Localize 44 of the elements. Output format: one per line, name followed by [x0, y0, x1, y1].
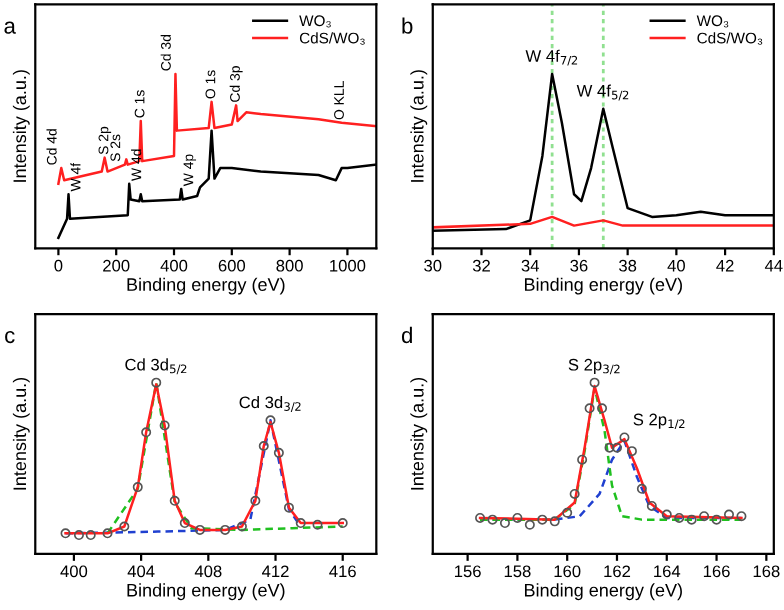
x-tick-label: 34	[521, 259, 539, 272]
x-tick-label: 164	[654, 565, 681, 578]
x-tick-label: 200	[103, 259, 130, 272]
x-tick-label: 168	[753, 565, 780, 578]
y-axis-title: Intensity (a.u.)	[410, 70, 428, 182]
x-tick-label: 44	[764, 259, 783, 272]
x-tick-label: 40	[667, 259, 685, 272]
annotation: Cd 3d$_{5/2}$	[125, 358, 187, 375]
chart-title: d	[401, 326, 412, 344]
x-tick-label: 166	[703, 565, 730, 578]
y-axis-title: Intensity (a.u.)	[410, 377, 428, 490]
x-tick-label: 800	[276, 259, 303, 272]
x-tick-label: 156	[454, 565, 481, 578]
annotation: Cd 3d$_{3/2}$	[239, 395, 301, 412]
x-axis-title: Binding energy (eV)	[524, 277, 682, 295]
x-tick-label: 412	[262, 565, 289, 578]
x-tick-label: 160	[554, 565, 581, 578]
chart-title: c	[5, 330, 15, 344]
annotation: W 4f$_{7/2}$	[525, 49, 578, 66]
x-tick-label: 36	[570, 259, 588, 272]
x-tick-label: 400	[160, 259, 188, 272]
chart-title: a	[4, 21, 16, 34]
annotation: S 2p$_{3/2}$	[568, 358, 620, 375]
x-axis-title: Binding energy (eV)	[524, 583, 682, 601]
x-tick-label: 408	[194, 565, 222, 578]
x-tick-label: 30	[424, 259, 442, 272]
x-tick-label: 42	[716, 259, 734, 272]
annotation: S 2p$_{1/2}$	[633, 413, 685, 430]
x-tick-label: 162	[604, 565, 631, 578]
x-tick-label: 158	[504, 565, 531, 578]
chart-title: b	[402, 17, 413, 34]
y-axis-title: Intensity (a.u.)	[12, 70, 30, 182]
x-axis-title: Binding energy (eV)	[127, 277, 285, 295]
x-tick-label: 32	[472, 259, 490, 272]
x-tick-label: 0	[54, 259, 63, 272]
x-tick-label: 416	[329, 565, 356, 578]
x-axis-title: Binding energy (eV)	[127, 583, 285, 601]
x-tick-label: 404	[127, 565, 155, 578]
annotation: W 4f$_{5/2}$	[576, 84, 629, 101]
x-tick-label: 1000	[330, 259, 366, 272]
x-tick-label: 400	[60, 565, 88, 578]
x-tick-label: 38	[619, 259, 637, 272]
y-axis-title: Intensity (a.u.)	[12, 377, 30, 490]
x-tick-label: 600	[218, 259, 246, 272]
